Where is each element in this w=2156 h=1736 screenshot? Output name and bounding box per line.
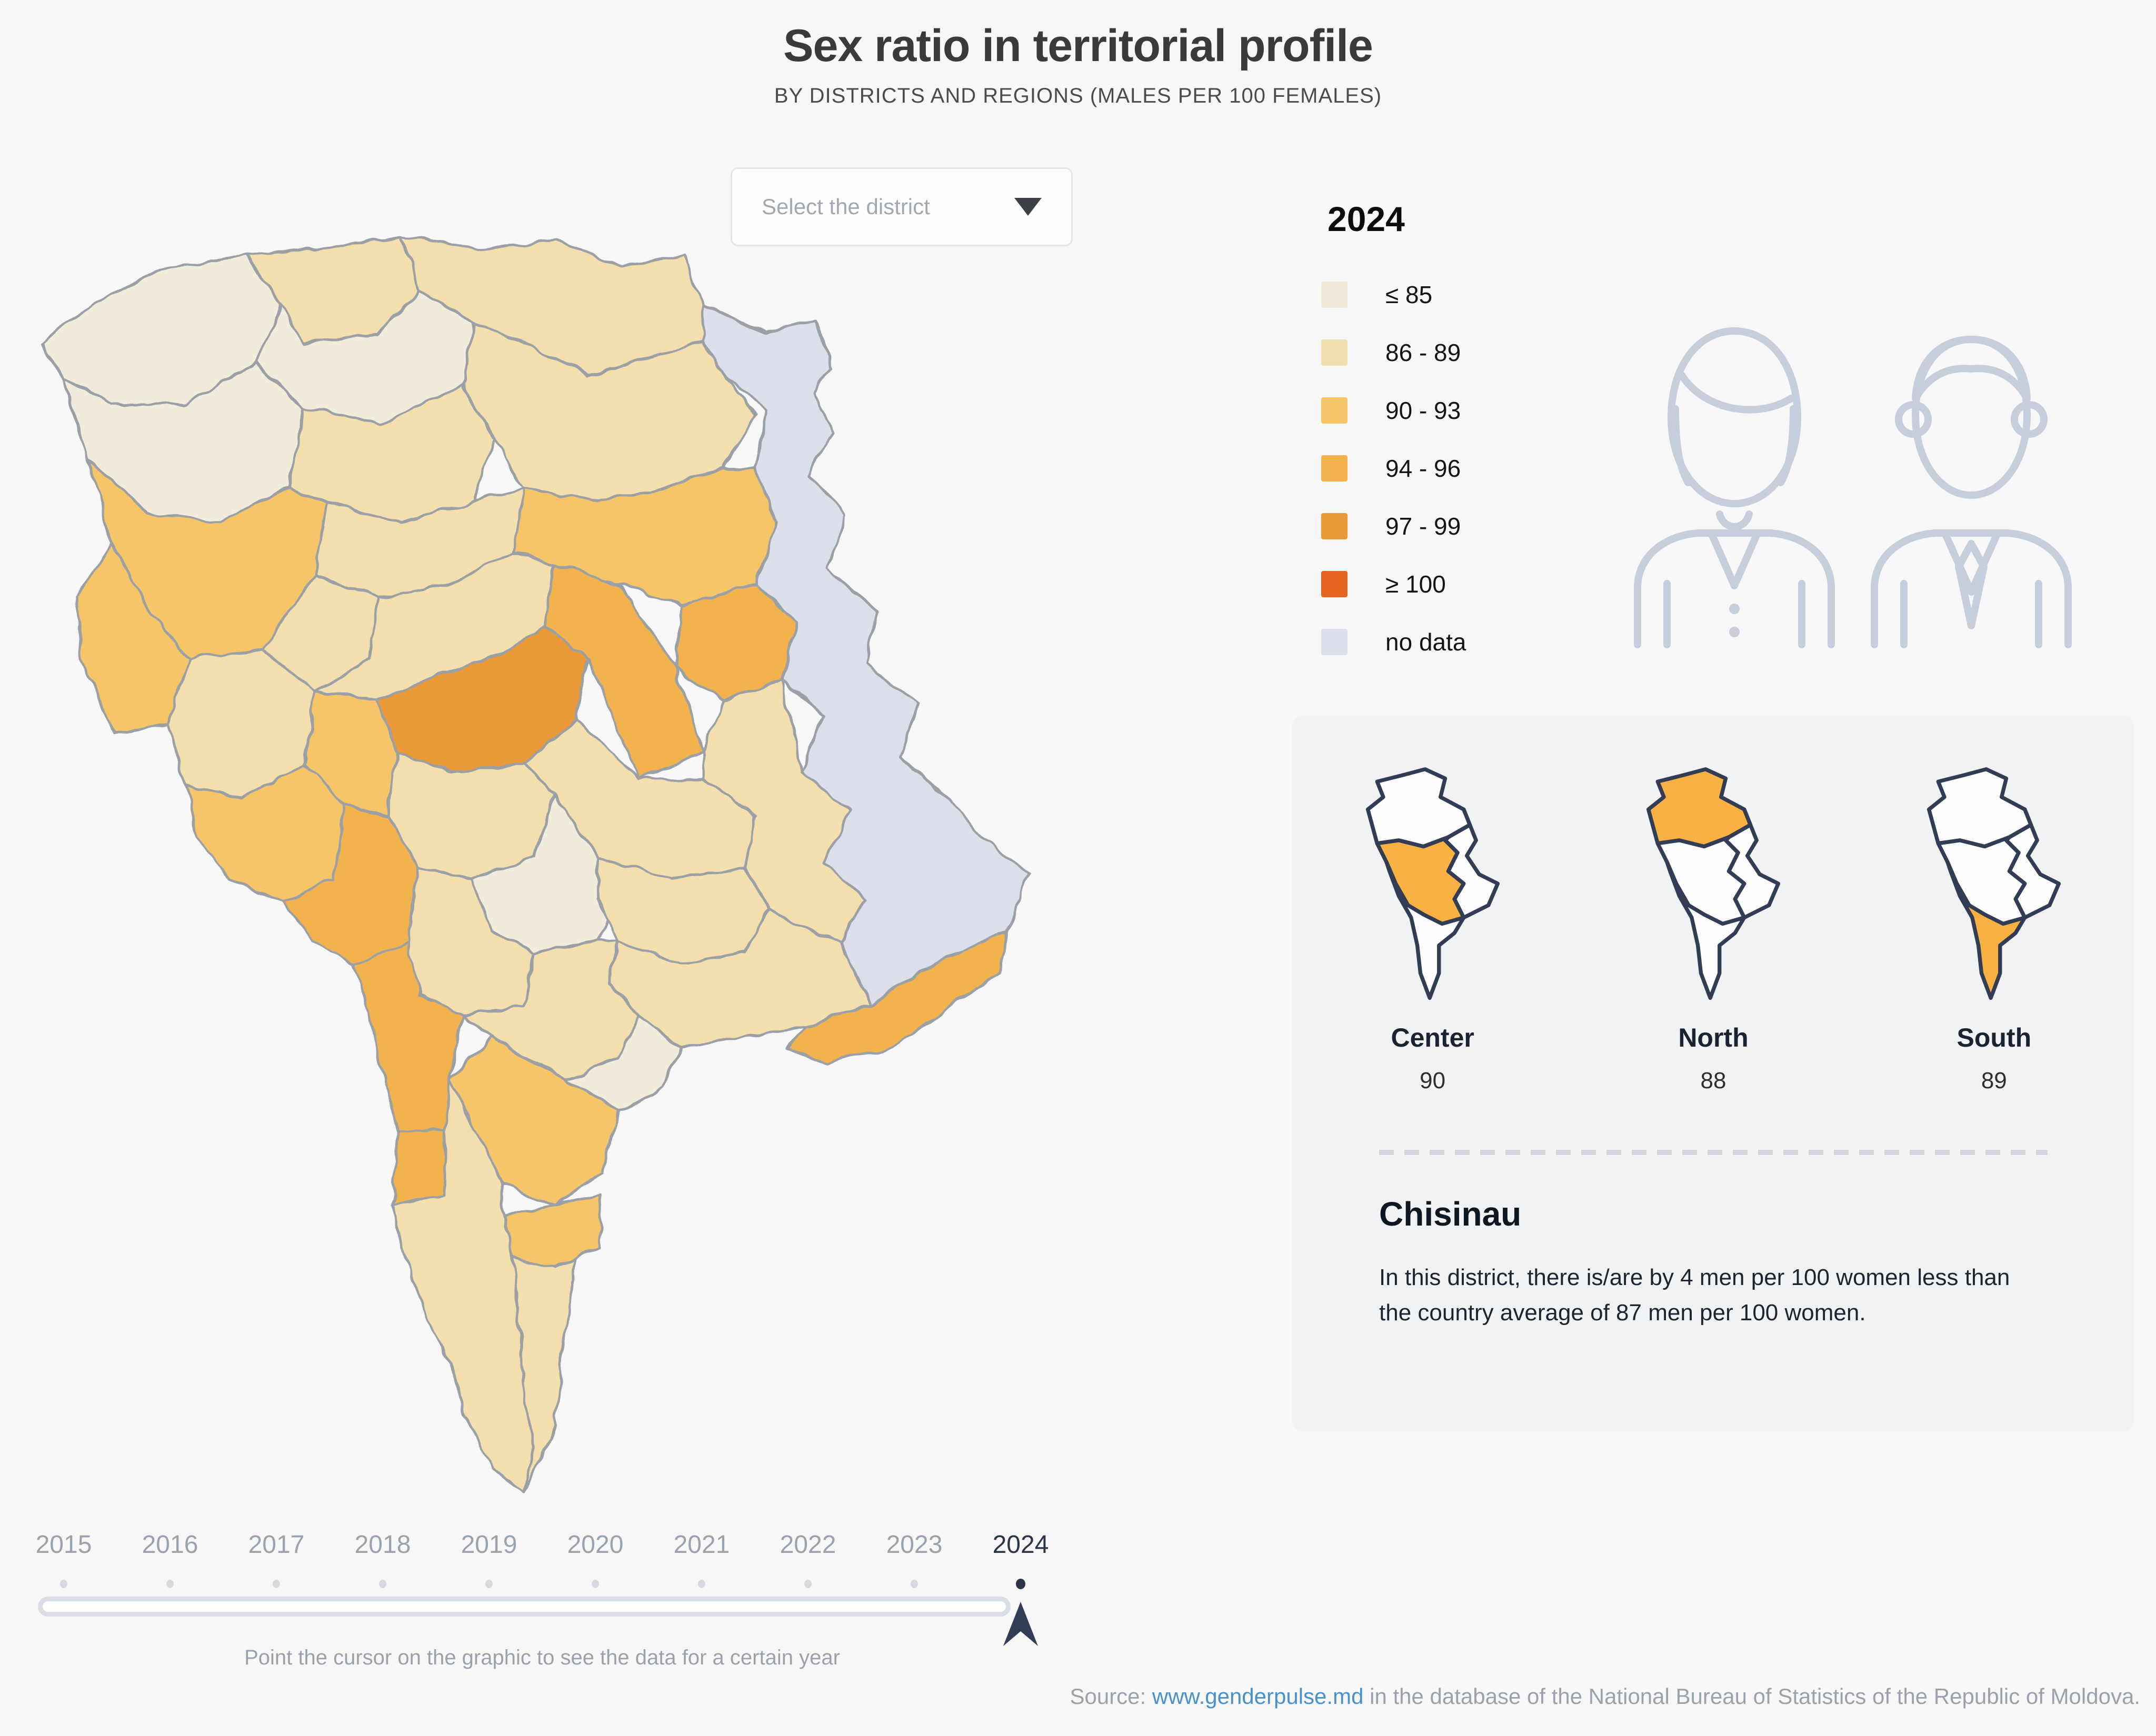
district-shape[interactable] (785, 930, 1010, 1065)
region-name: North (1678, 1023, 1749, 1052)
south-region-minimap[interactable] (1915, 763, 2073, 1010)
legend-swatch (1321, 513, 1348, 539)
district-info-description: In this district, there is/are by 4 men … (1379, 1265, 2010, 1326)
legend-item: ≤ 85 (1321, 279, 1466, 310)
year-tick-selected[interactable] (967, 1576, 1074, 1592)
legend-item: no data (1321, 626, 1466, 658)
north-region-minimap[interactable] (1634, 763, 1792, 1010)
year-ticks (11, 1576, 1074, 1592)
year-tick[interactable] (330, 1576, 436, 1592)
legend-label: 86 - 89 (1385, 339, 1461, 366)
legend-item: 86 - 89 (1321, 337, 1466, 368)
district-info-title: Chisinau (1379, 1195, 1522, 1233)
district-shape[interactable] (512, 1256, 578, 1493)
page-subtitle: BY DISTRICTS AND REGIONS (MALES PER 100 … (774, 84, 1382, 107)
region-value: 90 (1420, 1068, 1446, 1093)
year-tick[interactable] (117, 1576, 223, 1592)
man-icon (1871, 336, 2072, 648)
timeline-hint: Point the cursor on the graphic to see t… (244, 1646, 840, 1669)
year-2021[interactable]: 2021 (673, 1531, 730, 1559)
year-tick[interactable] (755, 1576, 861, 1592)
legend-item: ≥ 100 (1321, 568, 1466, 600)
map-legend: ≤ 85 86 - 89 90 - 93 94 - 96 97 - 99 ≥ 1… (1321, 279, 1466, 684)
source-prefix: Source: (1070, 1684, 1152, 1709)
legend-swatch (1321, 339, 1348, 366)
district-shape[interactable] (461, 322, 757, 501)
legend-swatch (1321, 455, 1348, 481)
legend-label: 94 - 96 (1385, 455, 1461, 482)
woman-and-man-icons (1634, 327, 2072, 648)
legend-label: 90 - 93 (1385, 397, 1461, 424)
source-link[interactable]: www.genderpulse.md (1152, 1684, 1364, 1709)
dashed-divider (1379, 1150, 2048, 1155)
year-tick[interactable] (223, 1576, 330, 1592)
legend-item: 90 - 93 (1321, 395, 1466, 426)
legend-swatch (1321, 397, 1348, 424)
timeline-track[interactable] (38, 1597, 1011, 1617)
year-2017[interactable]: 2017 (248, 1531, 305, 1559)
year-labels: 2015 2016 2017 2018 2019 2020 2021 2022 … (11, 1530, 1074, 1559)
year-2015[interactable]: 2015 (35, 1531, 92, 1559)
region-minimaps: Center 90 North 88 South 89 (1292, 763, 2134, 1094)
timeline-cursor[interactable] (1002, 1600, 1039, 1648)
year-2020[interactable]: 2020 (567, 1531, 624, 1559)
center-region-minimap[interactable] (1354, 763, 1512, 1010)
year-2016[interactable]: 2016 (142, 1531, 198, 1559)
district-shape[interactable] (543, 561, 704, 780)
legend-label: no data (1385, 628, 1466, 656)
legend-label: ≤ 85 (1385, 281, 1433, 308)
region-value: 88 (1700, 1068, 1726, 1093)
legend-label: 97 - 99 (1385, 513, 1461, 540)
legend-swatch (1321, 629, 1348, 655)
legend-year: 2024 (1327, 199, 1405, 238)
region-center[interactable]: Center 90 (1322, 763, 1543, 1094)
year-tick[interactable] (861, 1576, 967, 1592)
year-2023[interactable]: 2023 (886, 1531, 943, 1559)
district-select-placeholder: Select the district (762, 194, 930, 219)
chevron-down-icon (1014, 198, 1042, 216)
legend-label: ≥ 100 (1385, 570, 1446, 598)
year-2022[interactable]: 2022 (780, 1531, 836, 1559)
district-shape[interactable] (501, 1193, 604, 1270)
region-value: 89 (1981, 1068, 2007, 1093)
woman-icon (1634, 327, 1835, 648)
source-line: Source: www.genderpulse.md in the databa… (1070, 1684, 2140, 1709)
source-suffix: in the database of the National Bureau o… (1363, 1684, 2140, 1709)
year-tick[interactable] (648, 1576, 755, 1592)
year-tick[interactable] (11, 1576, 117, 1592)
legend-swatch (1321, 571, 1348, 597)
year-2024-selected[interactable]: 2024 (992, 1531, 1049, 1559)
year-2019[interactable]: 2019 (461, 1531, 517, 1559)
year-tick[interactable] (542, 1576, 648, 1592)
legend-item: 97 - 99 (1321, 510, 1466, 542)
moldova-choropleth-map[interactable] (29, 205, 1082, 1505)
region-name: South (1957, 1023, 2032, 1052)
region-name: Center (1391, 1023, 1474, 1052)
legend-swatch (1321, 282, 1348, 308)
district-select[interactable]: Select the district (731, 167, 1073, 246)
region-south[interactable]: South 89 (1883, 763, 2104, 1094)
region-north[interactable]: North 88 (1603, 763, 1824, 1094)
year-tick[interactable] (436, 1576, 542, 1592)
legend-item: 94 - 96 (1321, 453, 1466, 484)
year-2018[interactable]: 2018 (354, 1531, 411, 1559)
page-title: Sex ratio in territorial profile (783, 21, 1373, 71)
district-shape[interactable] (75, 543, 191, 735)
